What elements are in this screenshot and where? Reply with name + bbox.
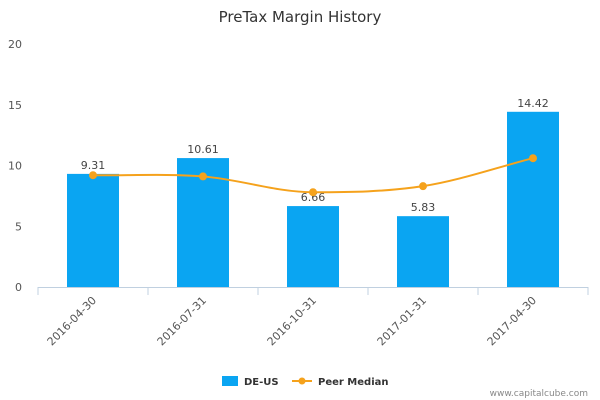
y-tick-label: 10	[8, 160, 22, 173]
legend-swatch-de-us	[222, 376, 238, 386]
peer-median-point	[199, 172, 207, 181]
peer-median-point	[529, 154, 537, 163]
bar	[397, 216, 449, 287]
bar	[287, 206, 339, 287]
x-tick-label: 2016-07-31	[155, 294, 209, 348]
x-tick-label: 2016-10-31	[265, 294, 319, 348]
bar-data-labels: 9.31 10.61 6.66 5.83 14.42	[81, 97, 549, 214]
y-tick-label: 0	[15, 281, 22, 294]
y-tick-label: 15	[8, 99, 22, 112]
x-axis-ticks: 2016-04-30 2016-07-31 2016-10-31 2017-01-31…	[37, 287, 589, 348]
legend-label-peer-median: Peer Median	[318, 377, 389, 388]
y-tick-label: 20	[8, 38, 22, 51]
x-tick-label: 2016-04-30	[45, 294, 99, 348]
legend: DE-US Peer Median	[222, 376, 389, 388]
bar-data-label: 10.61	[187, 143, 219, 156]
peer-median-point	[419, 182, 427, 191]
chart-title: PreTax Margin History	[219, 8, 382, 26]
credit-text: www.capitalcube.com	[490, 389, 588, 399]
x-tick-label: 2017-01-31	[375, 294, 429, 348]
bar	[67, 173, 119, 287]
bar-data-label: 6.66	[301, 191, 326, 204]
peer-median-point	[309, 188, 317, 197]
legend-swatch-peer-median-marker	[298, 377, 306, 385]
y-tick-label: 5	[15, 220, 22, 233]
peer-median-point	[89, 171, 97, 180]
y-axis: 0 5 10 15 20	[8, 38, 22, 294]
peer-median-line	[92, 157, 534, 194]
peer-median-series	[89, 154, 537, 197]
bar	[507, 111, 559, 287]
bar-data-label: 9.31	[81, 159, 106, 172]
x-tick-label: 2017-04-30	[485, 294, 539, 348]
bar-data-label: 14.42	[517, 97, 549, 110]
legend-label-de-us: DE-US	[244, 377, 279, 388]
bar-data-label: 5.83	[411, 201, 436, 214]
